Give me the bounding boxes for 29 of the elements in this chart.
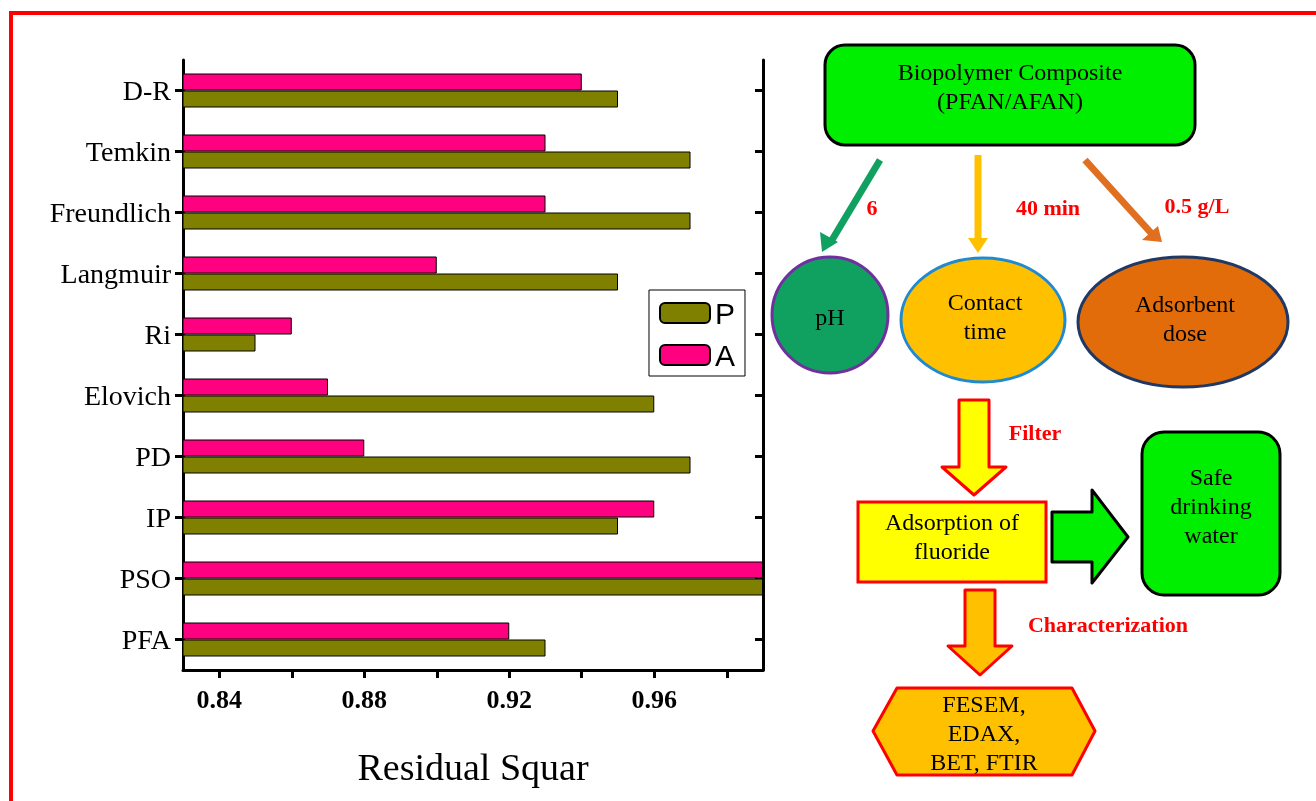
y-tick-label: Elovich (83, 380, 171, 411)
legend-label: A (714, 338, 736, 372)
text: Contact time (947, 289, 1023, 344)
text: pH (815, 304, 845, 330)
text: Characterization (1027, 612, 1189, 637)
text: Filter (1008, 420, 1062, 445)
text: Adsorption of fluoride (885, 509, 1019, 564)
y-tick-label: Langmuir (60, 258, 172, 289)
text: 0.5 g/L (1164, 193, 1230, 218)
x-tick-label: 0.84 (196, 684, 242, 714)
x-axis-title: Residual Squar (357, 746, 589, 788)
text: Biopolymer Composite (PFAN/AFAN) (897, 59, 1123, 114)
x-tick-label: 0.96 (631, 684, 677, 714)
text: 40 min (1015, 195, 1081, 220)
x-tick-label: 0.92 (486, 684, 532, 714)
text: 6 (866, 195, 878, 220)
legend-label: P (714, 296, 736, 330)
text: FESEM, EDAX, BET, FTIR (930, 691, 1038, 775)
y-tick-label: PSO (119, 563, 171, 594)
text: Adsorbent dose (1135, 291, 1236, 346)
y-tick-label: PFA (121, 624, 172, 655)
y-tick-label: PD (135, 441, 171, 472)
y-tick-label: D-R (122, 75, 172, 106)
x-tick-label: 0.88 (341, 684, 387, 714)
y-tick-label: Ri (144, 319, 172, 350)
y-tick-label: Temkin (85, 136, 171, 167)
y-tick-label: Freundlich (49, 197, 171, 228)
text: Safe drinking water (1170, 464, 1252, 548)
y-tick-label: IP (146, 502, 171, 533)
